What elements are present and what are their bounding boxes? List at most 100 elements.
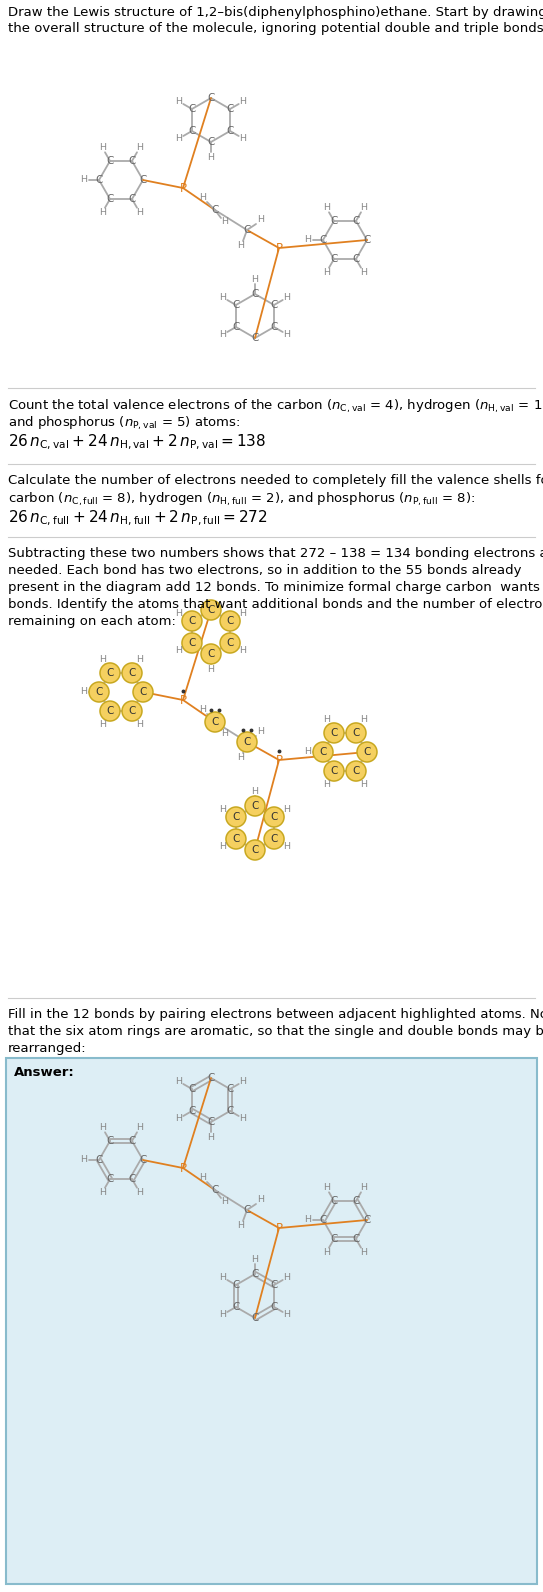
Text: H: H <box>207 664 214 673</box>
Circle shape <box>245 796 265 817</box>
Text: H: H <box>257 215 264 224</box>
Text: H: H <box>219 330 226 339</box>
Text: C: C <box>232 322 239 333</box>
Text: H: H <box>239 134 247 143</box>
Text: H: H <box>136 207 143 217</box>
Text: C: C <box>188 1084 195 1094</box>
Circle shape <box>122 662 142 683</box>
Text: H: H <box>175 646 182 654</box>
Text: H: H <box>80 688 87 697</box>
Circle shape <box>182 634 202 653</box>
Text: C: C <box>207 650 214 659</box>
Circle shape <box>324 761 344 782</box>
Text: C: C <box>128 1137 136 1146</box>
Text: C: C <box>226 103 233 115</box>
Text: H: H <box>239 646 247 654</box>
Text: the overall structure of the molecule, ignoring potential double and triple bond: the overall structure of the molecule, i… <box>8 22 543 35</box>
Text: C: C <box>319 1215 327 1224</box>
Text: H: H <box>360 267 367 277</box>
Text: C: C <box>188 103 195 115</box>
Text: C: C <box>330 1234 338 1243</box>
Text: H: H <box>323 1248 330 1256</box>
Text: C: C <box>188 616 195 626</box>
Text: C: C <box>251 1269 258 1278</box>
Text: H: H <box>257 1196 264 1205</box>
Text: C: C <box>207 1118 214 1127</box>
Text: C: C <box>352 1234 359 1243</box>
Text: C: C <box>251 290 258 299</box>
Text: C: C <box>106 1173 113 1184</box>
Text: H: H <box>323 715 330 724</box>
Text: C: C <box>330 766 338 775</box>
Text: C: C <box>330 1196 338 1207</box>
Text: P: P <box>275 242 282 255</box>
Text: H: H <box>360 1183 367 1192</box>
Text: H: H <box>99 1188 106 1197</box>
Text: H: H <box>283 1310 291 1320</box>
Text: C: C <box>330 728 338 739</box>
Text: H: H <box>283 1274 291 1282</box>
Circle shape <box>201 600 221 619</box>
Circle shape <box>100 662 120 683</box>
Circle shape <box>201 645 221 664</box>
Text: H: H <box>360 1248 367 1256</box>
Text: C: C <box>243 1205 251 1215</box>
Circle shape <box>89 681 109 702</box>
Circle shape <box>313 742 333 763</box>
Text: H: H <box>99 143 106 153</box>
Circle shape <box>226 829 246 849</box>
Circle shape <box>264 829 284 849</box>
Text: C: C <box>226 126 233 135</box>
Text: H: H <box>323 267 330 277</box>
Text: H: H <box>99 207 106 217</box>
Text: C: C <box>106 194 113 204</box>
Text: C: C <box>319 236 327 245</box>
Circle shape <box>226 807 246 826</box>
Text: C: C <box>226 616 233 626</box>
Text: Draw the Lewis structure of 1,2–bis(diphenylphosphino)ethane. Start by drawing: Draw the Lewis structure of 1,2–bis(diph… <box>8 6 543 19</box>
Text: H: H <box>80 175 87 185</box>
Text: H: H <box>239 1078 247 1086</box>
Text: H: H <box>237 242 244 250</box>
Text: H: H <box>283 842 291 852</box>
Text: H: H <box>283 806 291 814</box>
Text: H: H <box>136 656 143 664</box>
Circle shape <box>133 681 153 702</box>
Text: H: H <box>239 610 247 618</box>
Text: H: H <box>239 1114 247 1122</box>
Text: C: C <box>188 638 195 648</box>
Text: C: C <box>270 812 277 821</box>
Text: C: C <box>330 217 338 226</box>
Text: H: H <box>136 143 143 153</box>
Text: H: H <box>175 134 182 143</box>
Text: that the six atom rings are aromatic, so that the single and double bonds may be: that the six atom rings are aromatic, so… <box>8 1025 543 1038</box>
Text: C: C <box>207 92 214 103</box>
Text: C: C <box>211 1184 219 1196</box>
Text: H: H <box>136 1188 143 1197</box>
Text: C: C <box>232 299 239 310</box>
Text: H: H <box>360 780 367 788</box>
Text: C: C <box>207 1073 214 1083</box>
Circle shape <box>264 807 284 826</box>
Text: C: C <box>352 728 359 739</box>
Text: C: C <box>96 1156 103 1165</box>
Circle shape <box>357 742 377 763</box>
Text: H: H <box>305 748 312 756</box>
Text: H: H <box>219 293 226 302</box>
Text: H: H <box>251 1254 258 1264</box>
Text: C: C <box>128 707 136 716</box>
Text: H: H <box>239 97 247 107</box>
Text: H: H <box>257 728 264 737</box>
Text: H: H <box>219 806 226 814</box>
Text: C: C <box>106 669 113 678</box>
Text: C: C <box>226 638 233 648</box>
Text: C: C <box>243 224 251 236</box>
Text: H: H <box>219 1310 226 1320</box>
Text: C: C <box>270 299 277 310</box>
Text: C: C <box>96 175 103 185</box>
Text: carbon ($n_\mathrm{C,full}$ = 8), hydrogen ($n_\mathrm{H,full}$ = 2), and phosph: carbon ($n_\mathrm{C,full}$ = 8), hydrog… <box>8 490 475 508</box>
Text: H: H <box>222 729 229 739</box>
Text: C: C <box>319 747 327 758</box>
Text: C: C <box>243 737 251 747</box>
Text: H: H <box>237 753 244 763</box>
